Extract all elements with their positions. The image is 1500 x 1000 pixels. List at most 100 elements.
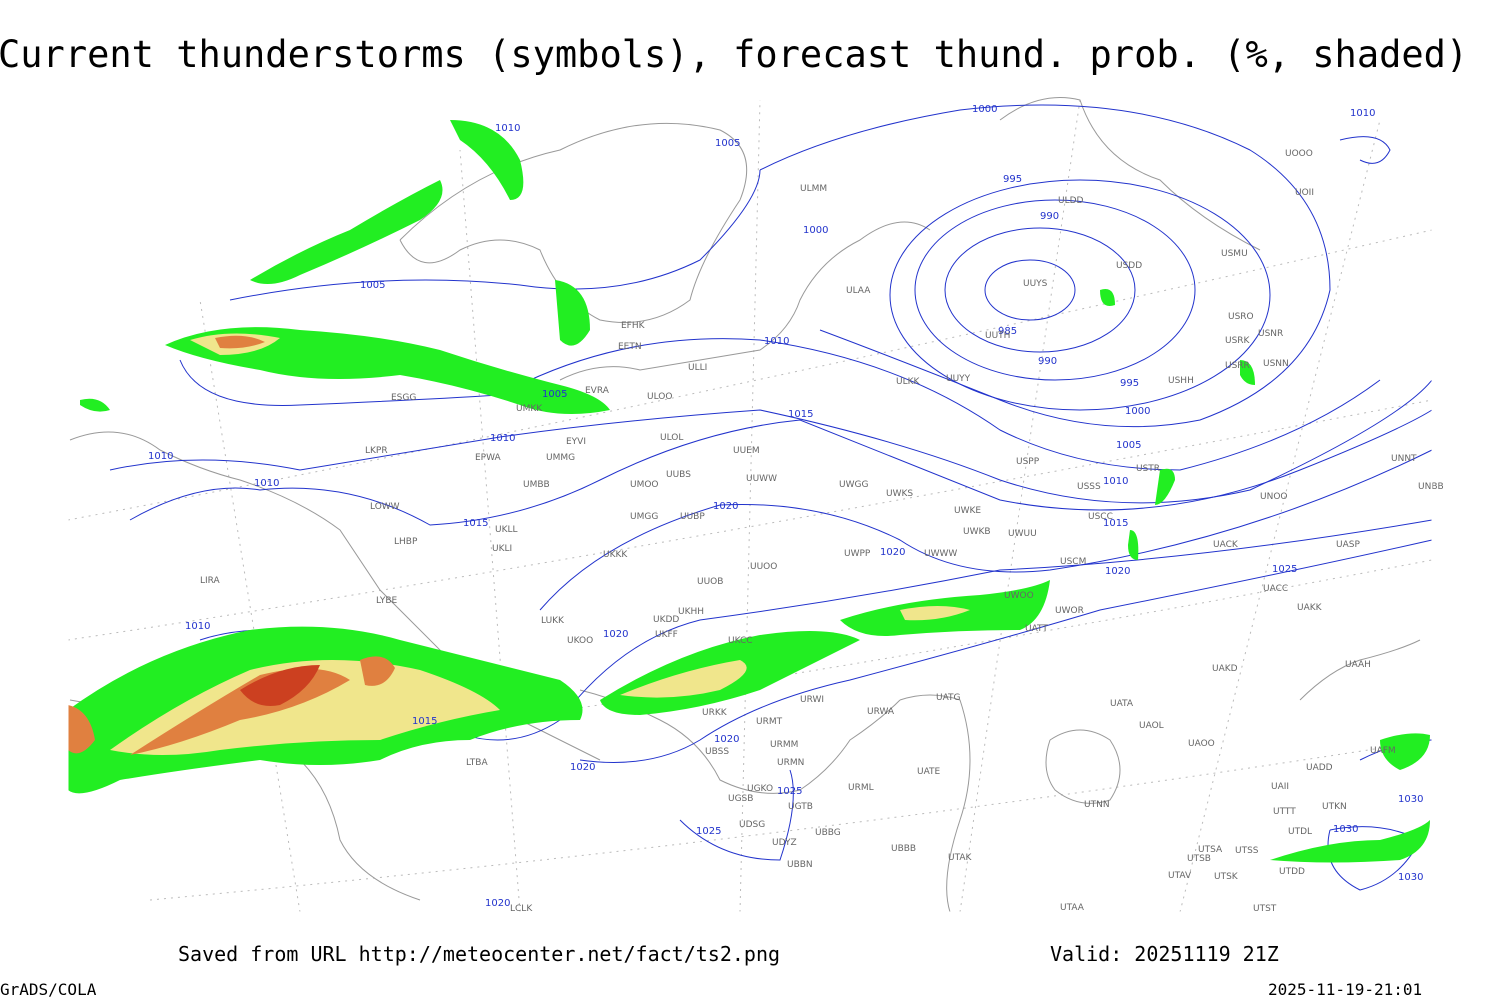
isobar-label: 1020: [880, 547, 905, 558]
station-label: USSS: [1077, 482, 1101, 492]
isobars-part: [679, 769, 794, 861]
isobar-label: 1020: [570, 762, 595, 773]
station-label: ESGG: [391, 393, 416, 403]
station-label: ULAA: [846, 286, 871, 296]
station-label: UUBS: [666, 470, 691, 480]
probability-shading-part: [620, 660, 747, 698]
station-label: UWUU: [1008, 529, 1037, 539]
isobar-label: 1020: [713, 501, 738, 512]
station-label: UKLI: [492, 544, 512, 554]
isobar-label: 1010: [1350, 108, 1375, 119]
station-label: UATG: [936, 693, 961, 703]
isobar-label: 1010: [764, 336, 789, 347]
station-label: UUEM: [733, 446, 760, 456]
source-text: Saved from URL http://meteocenter.net/fa…: [178, 942, 780, 966]
station-label: URML: [848, 783, 874, 793]
isobars-part: [1339, 136, 1391, 164]
station-label: UTKN: [1322, 802, 1347, 812]
isobar-label: 1015: [412, 716, 437, 727]
station-label: ULKK: [896, 377, 921, 387]
station-label: UDYZ: [772, 838, 797, 848]
station-label: USRK: [1225, 336, 1251, 346]
isobar-label: 1025: [1272, 564, 1297, 575]
station-label: LIRA: [200, 576, 221, 586]
coastlines-part: [1045, 729, 1121, 804]
probability-shading-part: [450, 120, 524, 200]
coastlines: [69, 97, 1421, 913]
station-label: UAKD: [1212, 664, 1238, 674]
station-label: USMU: [1221, 249, 1248, 259]
coastlines-part: [559, 221, 931, 381]
isobar-label: 995: [1120, 378, 1139, 389]
station-label: USDD: [1116, 261, 1142, 271]
probability-shading-part: [165, 327, 610, 414]
isobar-label: 1010: [185, 621, 210, 632]
isobars-part: [984, 259, 1076, 321]
isobar-label: 1005: [1116, 440, 1141, 451]
station-label: UGSB: [728, 794, 753, 804]
station-label: UWKE: [954, 506, 981, 516]
isobars-part: [579, 539, 1433, 763]
station-label: UMOO: [630, 480, 659, 490]
probability-shading-part: [80, 398, 110, 412]
station-label: USRR: [1225, 361, 1250, 371]
station-label: URMT: [756, 717, 783, 727]
station-label: EPWA: [475, 453, 502, 463]
isobar-label: 1010: [490, 433, 515, 444]
isobar-label: 1020: [603, 629, 628, 640]
graticule-part: [739, 99, 761, 913]
station-label: UWOR: [1055, 606, 1084, 616]
station-label: UWPP: [844, 549, 871, 559]
graticule-part: [67, 559, 1433, 781]
coastlines-part: [579, 689, 901, 794]
isobar-label: 1025: [696, 826, 721, 837]
station-label: UATA: [1110, 699, 1134, 709]
station-label: ULOL: [660, 433, 683, 443]
station-label: UWWW: [924, 549, 957, 559]
station-label: USNR: [1258, 329, 1283, 339]
map-area: 1010 1005 1000 995 990 985 990 995 1000 1005 1010 1…: [67, 87, 1444, 914]
station-label: LTBA: [466, 758, 488, 768]
station-label: UNBB: [1418, 482, 1444, 492]
station-label: EFHK: [621, 321, 646, 331]
station-label: UAII: [1271, 782, 1289, 792]
isobar-label: 1025: [777, 786, 802, 797]
station-label: UTAA: [1060, 903, 1085, 913]
isobar-label: 1000: [803, 225, 828, 236]
probability-shading-part: [215, 335, 265, 349]
station-label: ULMM: [800, 184, 827, 194]
map-background: [68, 88, 1432, 912]
probability-shading-part: [1128, 530, 1139, 560]
station-label: UUYS: [1023, 279, 1048, 289]
software-credit: GrADS/COLA: [0, 980, 97, 999]
isobars-part: [539, 449, 1433, 611]
isobars-part: [759, 104, 1331, 428]
graticule-part: [459, 149, 521, 913]
station-label: UTDL: [1288, 827, 1312, 837]
isobar-label: 1030: [1398, 794, 1423, 805]
station-label: UAOO: [1188, 739, 1215, 749]
station-label: UAOL: [1139, 721, 1164, 731]
station-label: USCC: [1088, 512, 1113, 522]
isobar-label: 985: [998, 326, 1017, 337]
isobar-label: 990: [1038, 356, 1057, 367]
station-label: UKDD: [653, 615, 679, 625]
station-label: UKCC: [728, 636, 753, 646]
probability-shading-part: [1100, 289, 1115, 306]
station-label: UTSB: [1187, 854, 1211, 864]
station-label: UUOO: [750, 562, 777, 572]
station-label: ULLI: [688, 363, 707, 373]
probability-shading-part: [360, 656, 395, 686]
station-label: UMMG: [546, 453, 575, 463]
isobar-label: 1000: [1125, 406, 1150, 417]
graticule-part: [1179, 119, 1381, 913]
station-label: EETN: [618, 342, 642, 352]
station-label: USTR: [1136, 464, 1160, 474]
isobars: [109, 104, 1433, 891]
station-label: UOOO: [1285, 149, 1313, 159]
station-label: UAAH: [1345, 660, 1371, 670]
isobar-label: 1010: [495, 123, 520, 134]
station-label: UWOO: [1004, 591, 1034, 601]
